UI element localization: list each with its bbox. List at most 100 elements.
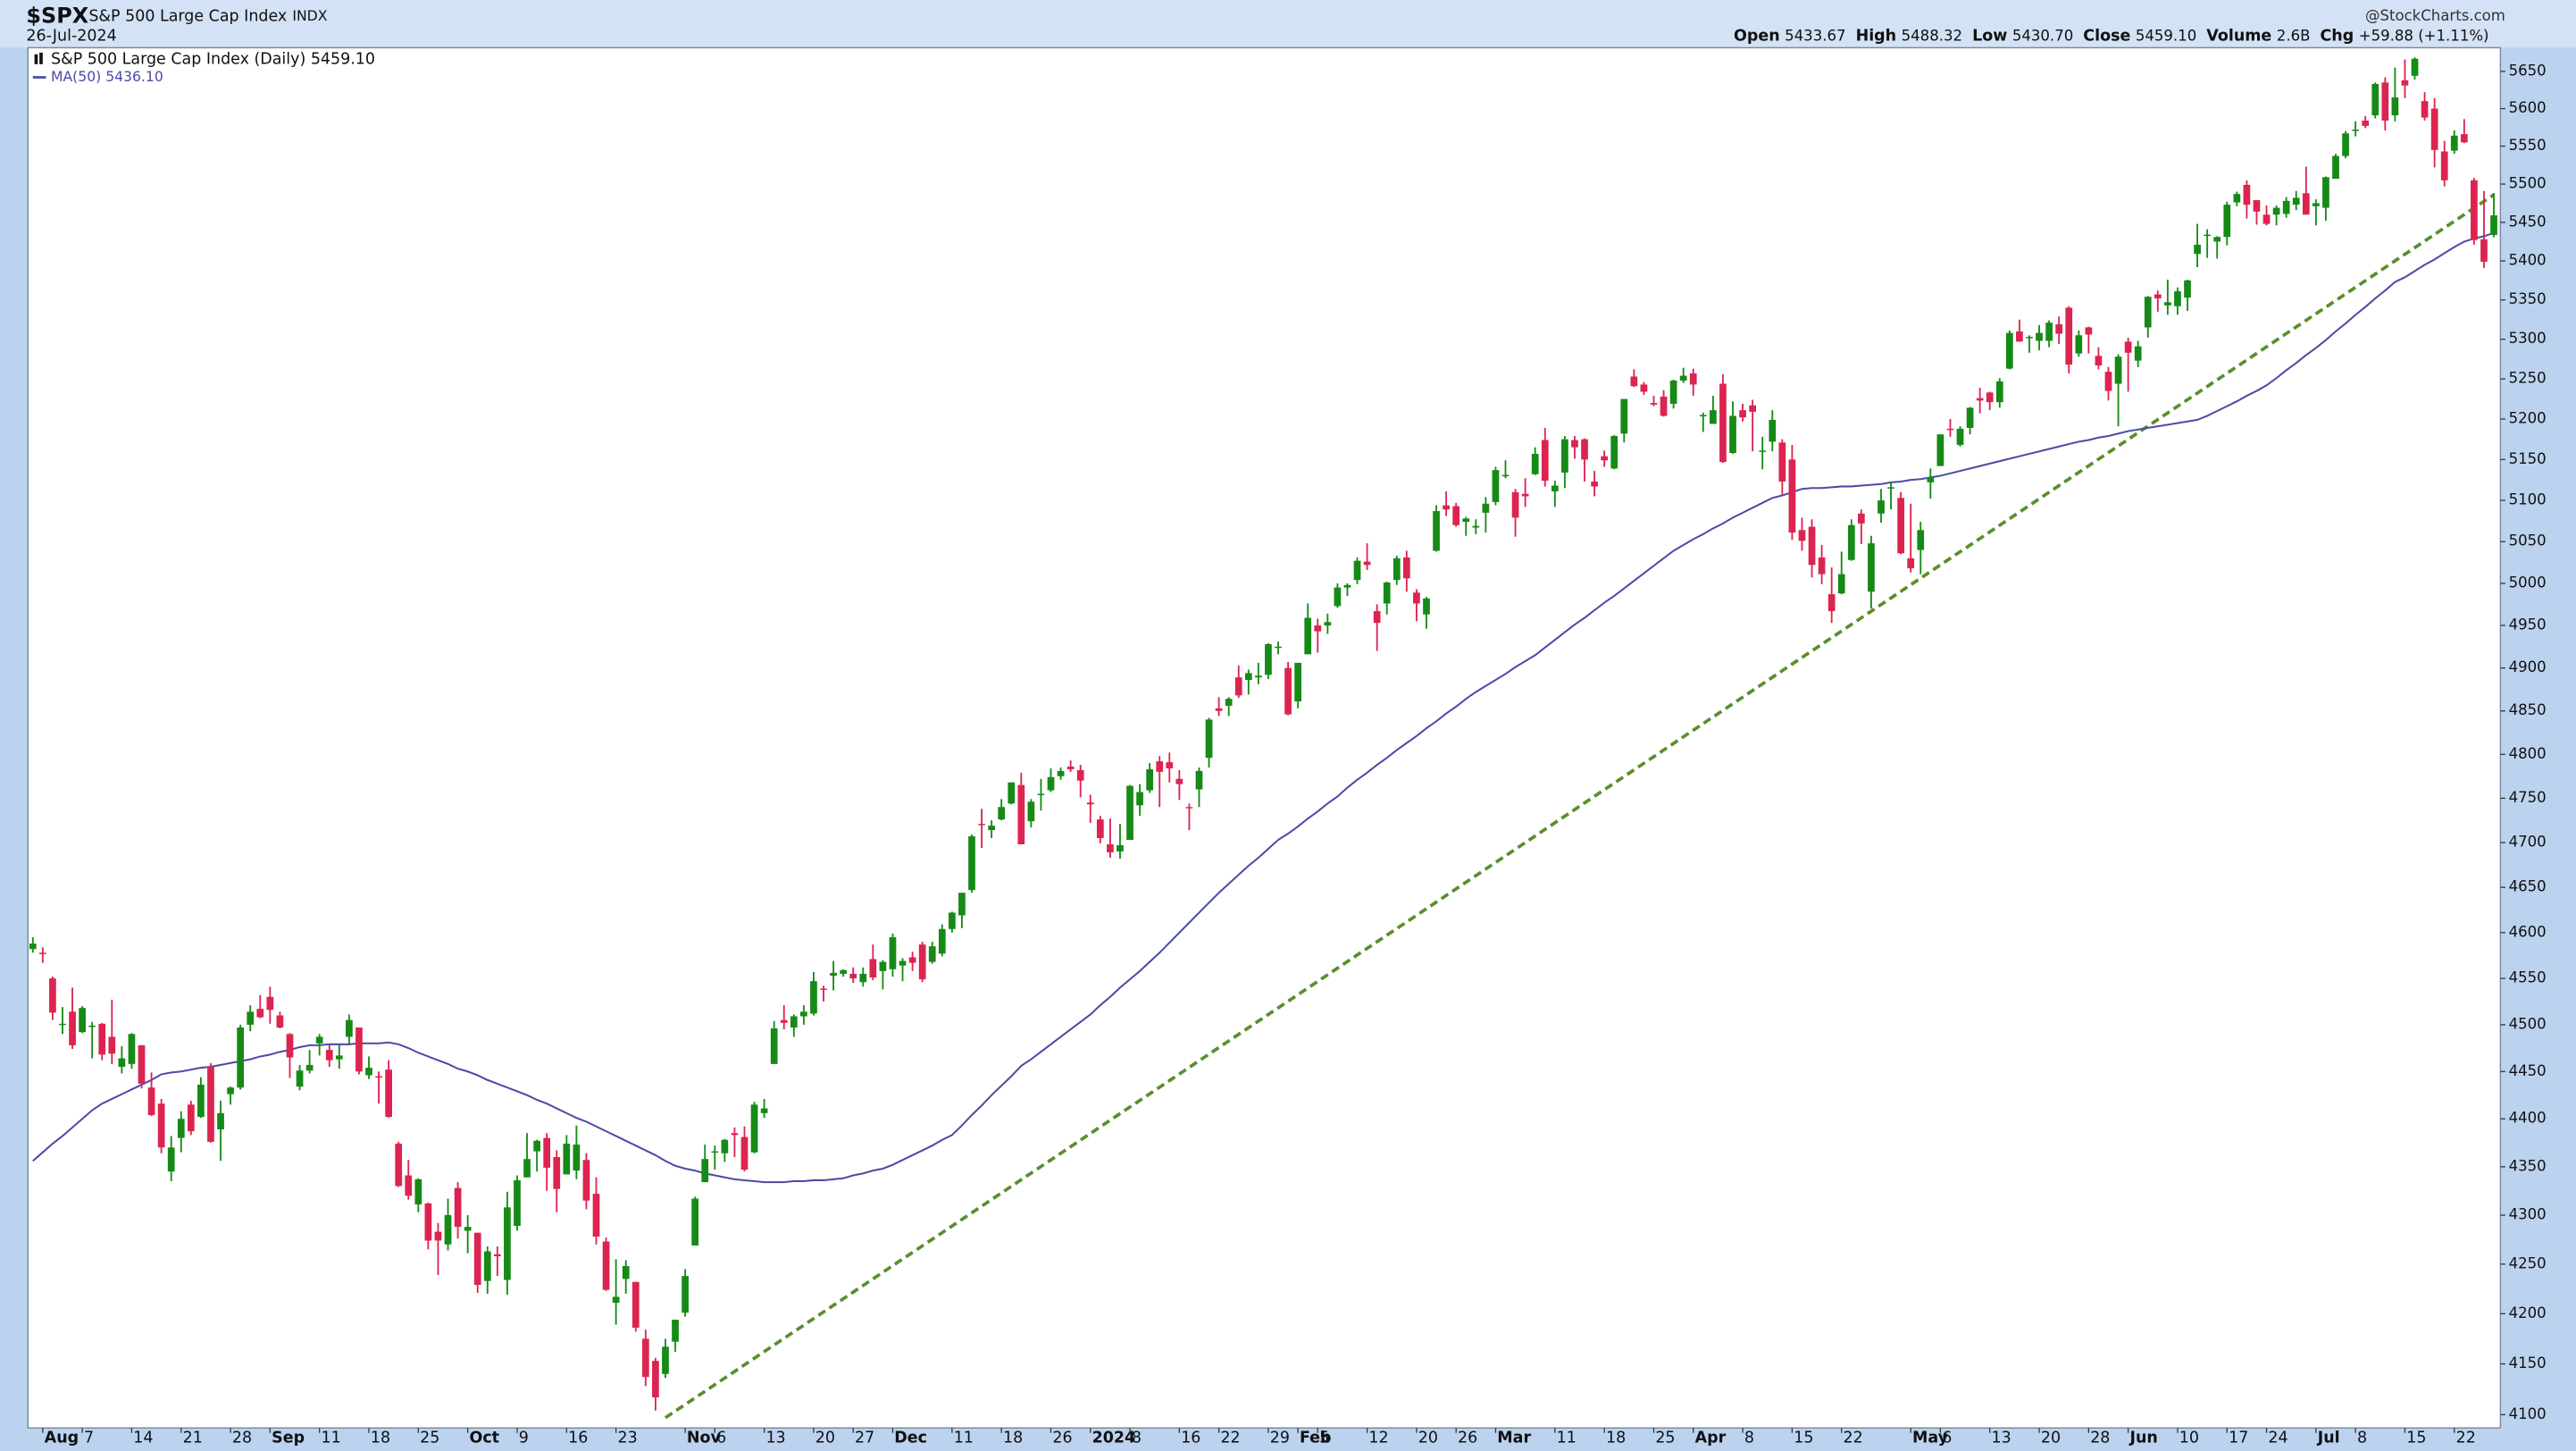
- x-tick-label: Mar: [1497, 1429, 1531, 1447]
- x-tick-label: 16: [1181, 1429, 1200, 1447]
- candle-body: [2253, 199, 2261, 212]
- x-tick-label: 11: [954, 1429, 974, 1447]
- candle-body: [1166, 762, 1174, 768]
- y-tick-label: 5250: [2509, 370, 2547, 387]
- candle-body: [1660, 396, 1668, 416]
- candle-body: [79, 1008, 86, 1033]
- quote-value: +59.88 (+1.11%): [2359, 27, 2489, 44]
- candle-body: [2421, 101, 2429, 118]
- x-tick-label: 8: [2357, 1429, 2367, 1447]
- candle-body: [918, 944, 926, 980]
- candle-body: [2371, 84, 2379, 116]
- candle-body: [1946, 428, 1954, 431]
- candle-body: [1275, 646, 1282, 649]
- quote-value: 5433.67: [1785, 27, 1845, 44]
- candle-body: [29, 944, 37, 950]
- y-tick-label: 5300: [2509, 330, 2547, 347]
- candle-body: [59, 1023, 66, 1026]
- x-tick-label: 28: [232, 1429, 252, 1447]
- x-tick-label: 18: [371, 1429, 390, 1447]
- candle-body: [938, 928, 946, 954]
- y-tick-label: 4550: [2509, 969, 2547, 986]
- candle-body: [2045, 323, 2053, 341]
- candle-body: [682, 1276, 689, 1313]
- candle-body: [2095, 356, 2103, 365]
- candle-body: [731, 1133, 739, 1136]
- candle-body: [1225, 699, 1233, 706]
- candle-body: [483, 1251, 491, 1281]
- candle-body: [1136, 792, 1143, 806]
- candle-body: [1749, 405, 1757, 412]
- candle-body: [256, 1009, 264, 1018]
- candle-body: [672, 1320, 679, 1342]
- quote-value: 5488.32: [1902, 27, 1962, 44]
- candle-body: [187, 1104, 195, 1132]
- candle-body: [988, 826, 995, 831]
- x-tick-label: 6: [1942, 1429, 1952, 1447]
- candle-body: [1117, 844, 1124, 851]
- candle-body: [1719, 383, 1727, 463]
- trendline: [664, 193, 2496, 1420]
- x-tick-label: 13: [765, 1429, 785, 1447]
- candle-body: [2440, 151, 2448, 180]
- candle-body: [2480, 239, 2488, 262]
- candle-body: [978, 824, 985, 826]
- candle-body: [1739, 410, 1746, 418]
- candle-body: [434, 1231, 442, 1241]
- candle-body: [1156, 761, 1164, 772]
- y-tick-label: 5200: [2509, 410, 2547, 427]
- candle-body: [1443, 505, 1450, 510]
- candle-body: [2411, 58, 2419, 76]
- candle-body: [1402, 557, 1410, 579]
- candle-body: [1887, 487, 1894, 489]
- candle-body: [1808, 526, 1816, 566]
- candle-body: [1413, 592, 1420, 604]
- candle-body: [1294, 662, 1302, 702]
- candle-body: [2342, 133, 2349, 156]
- subtitle: S&P 500 Large Cap Index: [88, 7, 287, 25]
- candle-body: [2223, 205, 2231, 238]
- x-tick-label: 2024: [1092, 1429, 1136, 1447]
- candle-body: [237, 1027, 245, 1088]
- candle-body: [908, 957, 916, 963]
- candle-body: [1620, 398, 1628, 434]
- candle-body: [305, 1064, 314, 1071]
- candle-body: [820, 988, 827, 990]
- candle-body: [493, 1254, 501, 1257]
- candle-body: [2292, 197, 2300, 205]
- candle-body: [2164, 302, 2171, 306]
- candle-body: [2450, 135, 2458, 151]
- candle-body: [1086, 802, 1094, 805]
- candle-body: [1857, 513, 1865, 524]
- x-tick-label: 8: [1132, 1429, 1142, 1447]
- y-tick-label: 4100: [2509, 1405, 2547, 1422]
- candle-body: [701, 1159, 709, 1183]
- candle-body: [1601, 456, 1609, 461]
- quote-label: High: [1856, 28, 1897, 46]
- candle-body: [395, 1144, 403, 1187]
- candle-body: [286, 1034, 294, 1058]
- candle-body: [2154, 294, 2162, 298]
- candle-body: [573, 1145, 581, 1171]
- candle-body: [1897, 498, 1904, 554]
- candle-body: [523, 1159, 531, 1178]
- candle-body: [1255, 675, 1262, 678]
- candle-body: [1847, 524, 1855, 560]
- candle-body: [1669, 380, 1677, 404]
- candle-body: [138, 1044, 146, 1084]
- candle-body: [108, 1036, 116, 1054]
- x-tick-label: 26: [1458, 1429, 1477, 1447]
- candle-body: [1581, 439, 1588, 460]
- candle-body: [2104, 372, 2112, 391]
- candle-body: [1551, 485, 1559, 491]
- candle-body: [2114, 356, 2122, 384]
- x-tick-label: 6: [716, 1429, 726, 1447]
- candle-body: [1195, 770, 1203, 790]
- candle-body: [1531, 453, 1539, 474]
- x-tick-label: 24: [2268, 1429, 2287, 1447]
- candle-body: [1571, 440, 1578, 448]
- candle-body: [167, 1147, 175, 1172]
- candle-body: [622, 1266, 630, 1279]
- candle-body: [2026, 337, 2033, 339]
